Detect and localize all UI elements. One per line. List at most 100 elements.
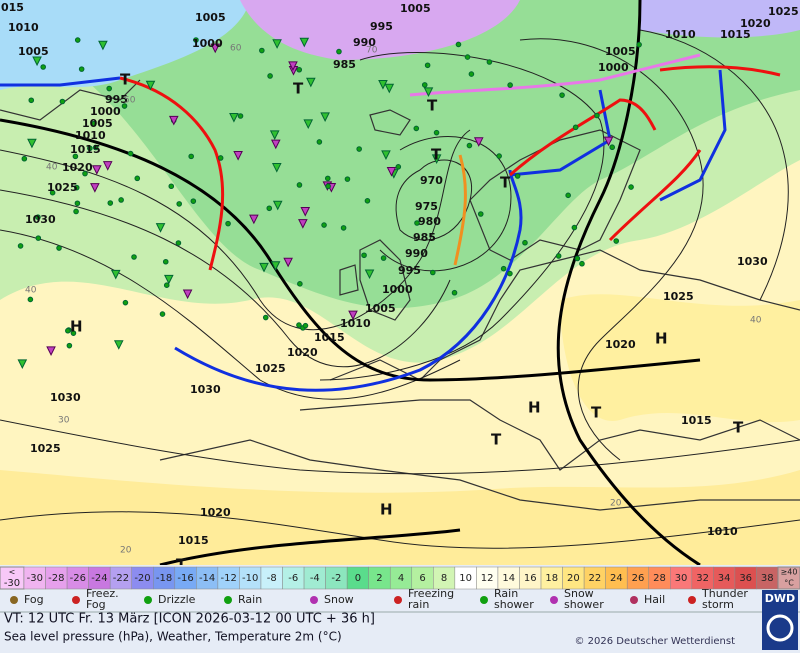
pressure-label: 970 [420,174,443,187]
rain-symbol [21,155,28,162]
rain-symbol [565,192,571,199]
rain-symbol [175,240,182,246]
snow-shower-symbol [91,165,102,175]
rain-symbol [414,220,420,226]
shower-symbol [272,39,282,49]
weather-label-line: Freezing [408,587,454,600]
scale-label: 2 [376,573,382,584]
pressure-label: 1025 [663,290,694,303]
rain-symbol [106,85,112,92]
rain-symbol [59,98,66,105]
scale-label: 22 [589,573,602,584]
weather-label: Freez. Fog [86,587,119,611]
rain-symbol [522,239,528,246]
scale-high-label: °C [784,579,794,588]
snow-shower-symbol [300,206,311,217]
rain-symbol [429,269,436,276]
scale-label: 14 [502,573,515,584]
scale-label: 32 [696,573,709,584]
shower-symbol [272,200,283,211]
rain-symbol [262,314,269,321]
temperature-label: 20 [610,499,622,509]
shower-symbol [27,138,37,149]
rain-symbol [572,124,579,131]
shower-symbol [423,87,434,97]
rain-symbol [296,182,303,188]
snow-shower-symbol [298,219,308,229]
rain-symbol [395,164,402,170]
pressure-center: H [655,330,668,348]
shower-symbol [32,56,42,67]
pressure-label: 1025 [255,362,286,375]
pressure-label: 995 [105,93,128,106]
pressure-label: 980 [418,215,441,228]
snow-shower-symbol [90,183,100,193]
main-isobars [0,0,701,565]
shower-symbol [229,112,239,123]
scale-label: -30 [27,573,43,584]
scale-label: 6 [419,573,425,584]
rain-symbol [28,97,35,104]
temperature-label: 50 [124,96,136,106]
rain-symbol [609,144,616,151]
pressure-label: 1010 [8,21,39,34]
weather-label-line: Freez. [86,587,119,600]
rain-symbol [27,296,34,303]
cold-area [0,0,250,90]
shower-symbol [320,112,330,122]
scale-label: 8 [441,573,447,584]
weather-label: Snow [324,593,354,606]
rain-symbol [636,41,642,48]
snow-shower-symbol [168,115,179,126]
rain-symbol [364,197,371,204]
pressure-label: 1005 [82,117,113,130]
pressure-label: 1025 [30,442,61,455]
rain-symbol [122,299,129,306]
rain-symbol [451,289,458,296]
rain-symbol [82,170,88,177]
weather-icon [630,596,638,604]
rain-symbol [380,255,387,261]
shower-symbol [364,269,375,280]
rain-symbol [613,238,620,244]
rain-symbol [297,281,303,287]
rain-symbol [344,176,351,182]
shower-symbol [381,150,391,160]
rain-symbol [296,66,303,73]
rain-symbol [500,265,507,272]
rain-symbol [190,198,197,204]
scale-label: -26 [70,573,86,584]
pressure-label: 1010 [665,28,696,41]
cold-area [640,0,800,38]
temperature-label: 70 [366,46,378,56]
temperature-label: 40 [46,163,58,173]
scale-label: 16 [524,573,537,584]
pressure-label: 1000 [382,283,413,296]
scale-label: -24 [91,573,107,584]
shower-symbol [269,130,280,140]
snow-shower-symbol [473,137,484,147]
weather-label-line: shower [494,598,534,611]
pressure-center: T [733,419,744,437]
pressure-label: 1020 [740,17,771,30]
rain-symbol [507,270,513,277]
shower-symbol [110,269,121,280]
rain-symbol [514,173,521,179]
rain-symbol [356,146,362,152]
scale-label: 30 [675,573,688,584]
weather-label: Fog [24,593,44,606]
rain-symbol [302,322,309,329]
weather-label-line: Thunder [701,587,748,600]
weather-label: Drizzle [158,593,196,606]
scale-label: 24 [610,573,623,584]
pressure-label: 1015 [720,28,751,41]
weather-icon [144,596,152,604]
pressure-center: T [176,556,187,574]
rain-symbol [316,139,323,145]
snow-shower-symbol [270,139,281,150]
scale-high-cell [777,566,800,590]
logo-icon [766,614,794,642]
rain-symbol [193,37,199,43]
rain-symbol [131,254,137,260]
weather-label: Hail [644,593,665,606]
